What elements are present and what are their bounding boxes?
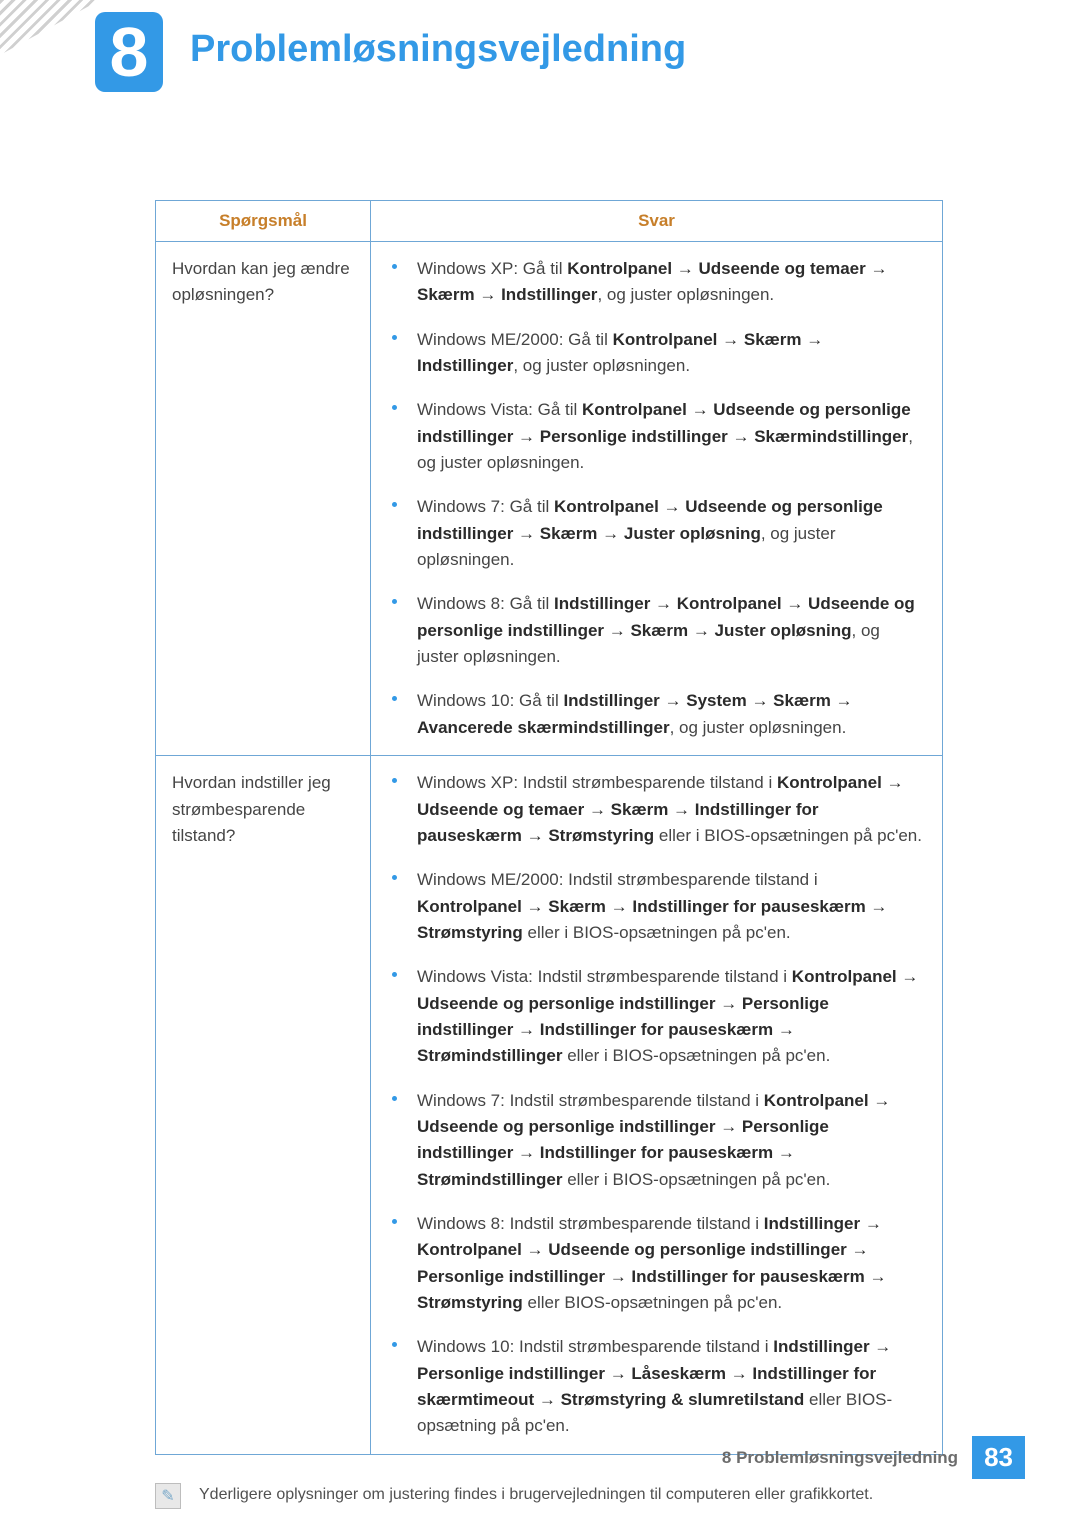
header-answer: Svar (371, 201, 943, 242)
main-content: Spørgsmål Svar Hvordan kan jeg ændre opl… (155, 200, 943, 1509)
answer-item: Windows 8: Indstil strømbesparende tilst… (387, 1211, 926, 1316)
note-text: Yderligere oplysninger om justering find… (199, 1483, 873, 1504)
answer-cell: Windows XP: Indstil strømbesparende tils… (371, 756, 943, 1455)
answer-item: Windows 7: Gå til Kontrolpanel → Udseend… (387, 494, 926, 573)
bullet-icon (392, 599, 397, 604)
answer-item: Windows ME/2000: Indstil strømbesparende… (387, 867, 926, 946)
bullet-icon (392, 1219, 397, 1224)
answer-text: Windows 7: Indstil strømbesparende tilst… (417, 1091, 890, 1189)
answer-text: Windows 10: Gå til Indstillinger → Syste… (417, 691, 853, 736)
answer-text: Windows 10: Indstil strømbesparende tils… (417, 1337, 892, 1435)
answer-text: Windows 7: Gå til Kontrolpanel → Udseend… (417, 497, 883, 569)
page-number: 83 (972, 1436, 1025, 1479)
answer-item: Windows Vista: Indstil strømbesparende t… (387, 964, 926, 1069)
answer-item: Windows 7: Indstil strømbesparende tilst… (387, 1088, 926, 1193)
chapter-title: Problemløsningsvejledning (190, 28, 686, 71)
footer: 8 Problemløsningsvejledning 83 (722, 1436, 1025, 1479)
answer-text: Windows ME/2000: Gå til Kontrolpanel → S… (417, 330, 823, 375)
bullet-icon (392, 502, 397, 507)
answer-text: Windows 8: Gå til Indstillinger → Kontro… (417, 594, 915, 666)
answer-item: Windows XP: Indstil strømbesparende tils… (387, 770, 926, 849)
question-cell: Hvordan kan jeg ændre opløsningen? (156, 242, 371, 756)
bullet-icon (392, 778, 397, 783)
question-cell: Hvordan indstiller jeg strømbesparende t… (156, 756, 371, 1455)
answer-text: Windows XP: Gå til Kontrolpanel → Udseen… (417, 259, 887, 304)
answer-item: Windows ME/2000: Gå til Kontrolpanel → S… (387, 327, 926, 380)
answer-text: Windows Vista: Indstil strømbesparende t… (417, 967, 918, 1065)
answer-cell: Windows XP: Gå til Kontrolpanel → Udseen… (371, 242, 943, 756)
answer-text: Windows XP: Indstil strømbesparende tils… (417, 773, 922, 845)
bullet-icon (392, 264, 397, 269)
bullet-icon (392, 696, 397, 701)
bullet-icon (392, 1096, 397, 1101)
bullet-icon (392, 405, 397, 410)
header-question: Spørgsmål (156, 201, 371, 242)
answer-item: Windows XP: Gå til Kontrolpanel → Udseen… (387, 256, 926, 309)
answer-item: Windows Vista: Gå til Kontrolpanel → Uds… (387, 397, 926, 476)
answer-item: Windows 8: Gå til Indstillinger → Kontro… (387, 591, 926, 670)
bullet-icon (392, 335, 397, 340)
note-icon: ✎ (155, 1483, 181, 1509)
answer-text: Windows ME/2000: Indstil strømbesparende… (417, 870, 887, 942)
bullet-icon (392, 875, 397, 880)
qa-table: Spørgsmål Svar Hvordan kan jeg ændre opl… (155, 200, 943, 1455)
footer-text: 8 Problemløsningsvejledning (722, 1448, 958, 1468)
answer-text: Windows 8: Indstil strømbesparende tilst… (417, 1214, 886, 1312)
answer-text: Windows Vista: Gå til Kontrolpanel → Uds… (417, 400, 913, 472)
bullet-icon (392, 972, 397, 977)
bullet-icon (392, 1342, 397, 1347)
answer-item: Windows 10: Gå til Indstillinger → Syste… (387, 688, 926, 741)
note-row: ✎ Yderligere oplysninger om justering fi… (155, 1483, 943, 1509)
answer-item: Windows 10: Indstil strømbesparende tils… (387, 1334, 926, 1439)
corner-decoration (0, 0, 100, 55)
chapter-number-badge: 8 (95, 12, 163, 92)
